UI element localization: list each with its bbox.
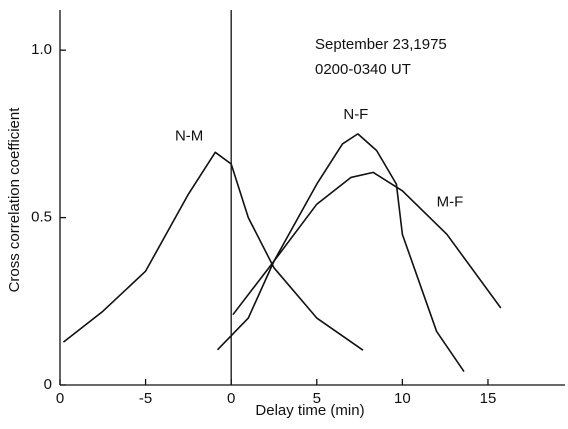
x-tick-label: 15 [480, 390, 497, 407]
x-tick-label: 5 [313, 390, 321, 407]
line-series [216, 133, 465, 373]
x-tick-label: -5 [139, 390, 152, 407]
y-tick-label: 0 [44, 376, 52, 393]
series-label: N-M [175, 127, 203, 144]
x-tick-label: 10 [394, 390, 411, 407]
line-series [232, 171, 502, 316]
y-tick-label: 0.5 [31, 209, 52, 226]
y-axis-label: Cross correlation coefficient [6, 107, 23, 293]
x-tick-label: 0 [227, 390, 235, 407]
y-tick-label: 1.0 [31, 41, 52, 58]
series-label: N-F [343, 106, 368, 123]
annotation: September 23,1975 [315, 36, 447, 53]
line-series [62, 151, 364, 351]
x-tick-label: 0 [56, 390, 64, 407]
series-label: M-F [437, 193, 464, 210]
annotation: 0200-0340 UT [315, 61, 411, 78]
x-axis-label: Delay time (min) [255, 402, 364, 419]
